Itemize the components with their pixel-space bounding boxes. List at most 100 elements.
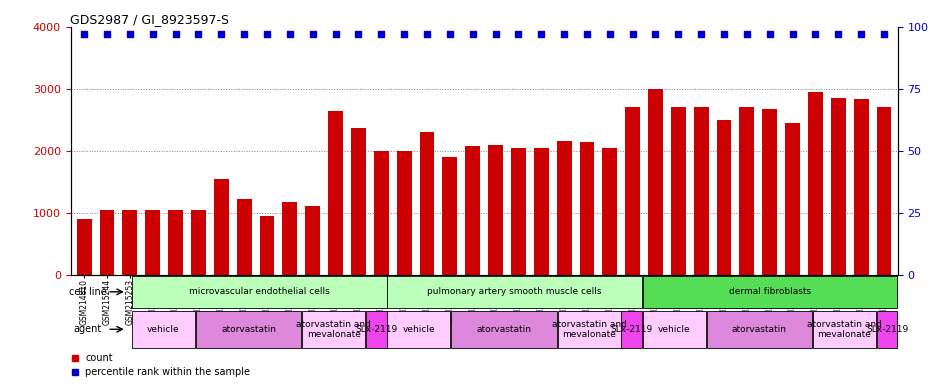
Point (443, 31, 458, 37)
FancyBboxPatch shape (643, 276, 898, 308)
Bar (785, 123, 800, 275)
FancyBboxPatch shape (132, 276, 386, 308)
Bar (831, 98, 846, 275)
Bar (625, 108, 640, 275)
Point (694, 31, 709, 37)
Bar (488, 144, 503, 275)
Bar (146, 210, 160, 275)
Text: atorvastatin and
mevalonate: atorvastatin and mevalonate (552, 319, 627, 339)
Point (831, 31, 846, 37)
Bar (122, 210, 137, 275)
Bar (100, 210, 115, 275)
Point (625, 31, 640, 37)
Bar (579, 142, 594, 275)
FancyBboxPatch shape (387, 276, 642, 308)
Text: SLx-2119: SLx-2119 (355, 325, 398, 334)
Bar (762, 109, 777, 275)
Point (100, 31, 115, 37)
Bar (306, 207, 321, 275)
Bar (671, 108, 686, 275)
FancyBboxPatch shape (196, 311, 302, 348)
Point (419, 31, 434, 37)
Text: count: count (86, 353, 113, 363)
Bar (259, 216, 274, 275)
Point (603, 31, 618, 37)
Bar (214, 179, 228, 275)
Bar (443, 157, 457, 275)
Bar (282, 202, 297, 275)
Point (374, 31, 389, 37)
Point (510, 31, 525, 37)
Point (762, 31, 777, 37)
Point (122, 31, 137, 37)
Text: SLx-2119: SLx-2119 (866, 325, 908, 334)
Point (534, 31, 549, 37)
Point (306, 31, 321, 37)
Bar (328, 111, 343, 275)
Text: vehicle: vehicle (658, 325, 691, 334)
Point (716, 31, 731, 37)
Bar (603, 148, 618, 275)
Text: cell line: cell line (69, 287, 106, 297)
Point (785, 31, 800, 37)
Point (213, 31, 228, 37)
Bar (237, 199, 252, 275)
Text: atorvastatin: atorvastatin (732, 325, 787, 334)
Point (579, 31, 594, 37)
Point (648, 31, 663, 37)
Bar (740, 108, 754, 275)
Point (854, 31, 869, 37)
Text: atorvastatin and
mevalonate: atorvastatin and mevalonate (807, 319, 882, 339)
Bar (374, 151, 389, 275)
Bar (351, 128, 366, 275)
Point (146, 31, 161, 37)
Bar (77, 219, 91, 275)
FancyBboxPatch shape (557, 311, 620, 348)
Point (351, 31, 366, 37)
Point (876, 31, 891, 37)
Bar (716, 120, 731, 275)
Text: percentile rank within the sample: percentile rank within the sample (86, 367, 250, 377)
Point (807, 31, 822, 37)
FancyBboxPatch shape (877, 311, 898, 348)
Text: agent: agent (73, 324, 102, 334)
FancyBboxPatch shape (303, 311, 366, 348)
Text: GDS2987 / GI_8923597-S: GDS2987 / GI_8923597-S (70, 13, 229, 26)
Bar (168, 210, 183, 275)
Bar (511, 147, 525, 275)
Text: atorvastatin: atorvastatin (221, 325, 276, 334)
FancyBboxPatch shape (451, 311, 556, 348)
Point (488, 31, 503, 37)
Point (397, 31, 412, 37)
Point (465, 31, 480, 37)
Bar (808, 92, 822, 275)
Text: atorvastatin: atorvastatin (477, 325, 531, 334)
Bar (648, 89, 663, 275)
Bar (854, 99, 869, 275)
Text: microvascular endothelial cells: microvascular endothelial cells (189, 287, 330, 296)
FancyBboxPatch shape (366, 311, 386, 348)
Bar (465, 146, 480, 275)
Point (259, 31, 274, 37)
Point (671, 31, 686, 37)
Bar (877, 108, 891, 275)
FancyBboxPatch shape (813, 311, 876, 348)
Point (237, 31, 252, 37)
Bar (556, 141, 572, 275)
Bar (419, 132, 434, 275)
Point (77, 31, 92, 37)
Point (328, 31, 343, 37)
Bar (694, 108, 709, 275)
Point (282, 31, 297, 37)
Point (556, 31, 572, 37)
FancyBboxPatch shape (707, 311, 812, 348)
Text: dermal fibroblasts: dermal fibroblasts (728, 287, 811, 296)
Point (168, 31, 183, 37)
Text: SLx-2119: SLx-2119 (611, 325, 652, 334)
Bar (191, 210, 206, 275)
Bar (534, 147, 549, 275)
FancyBboxPatch shape (643, 311, 706, 348)
Point (191, 31, 206, 37)
FancyBboxPatch shape (387, 311, 450, 348)
Text: atorvastatin and
mevalonate: atorvastatin and mevalonate (296, 319, 371, 339)
